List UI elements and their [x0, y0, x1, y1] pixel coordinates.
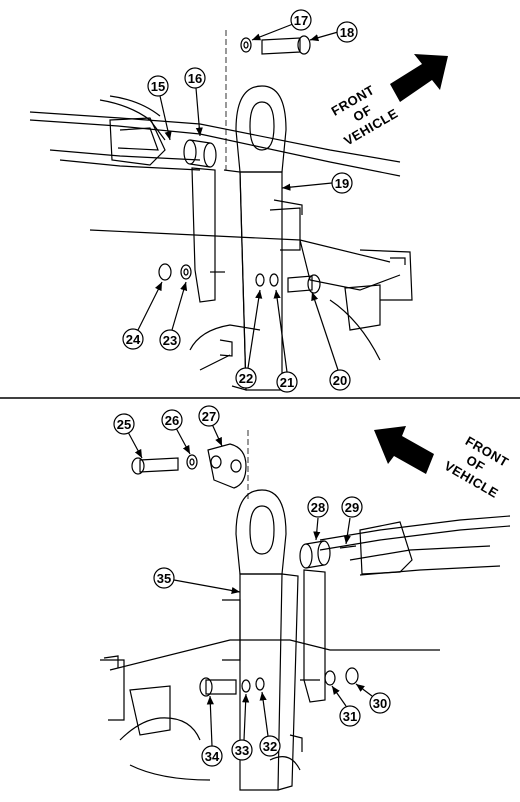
top-view [29, 30, 413, 391]
callout-label-15: 15 [151, 79, 165, 94]
callout-label-17: 17 [294, 13, 308, 28]
bottom-callouts: 25 26 27 28 29 30 31 [113, 405, 391, 767]
callout-label-22: 22 [239, 371, 253, 386]
callout-label-23: 23 [163, 333, 177, 348]
front-arrow-top [390, 54, 448, 102]
callout-label-33: 33 [235, 743, 249, 758]
callout-29: 29 [341, 496, 363, 545]
callout-label-32: 32 [263, 739, 277, 754]
callout-label-18: 18 [340, 25, 354, 40]
callout-24: 24 [122, 281, 163, 350]
callout-label-19: 19 [335, 176, 349, 191]
bolt-18 [240, 35, 311, 55]
callout-32: 32 [259, 691, 281, 757]
callout-label-21: 21 [280, 375, 294, 390]
callout-label-24: 24 [126, 332, 141, 347]
frame-rail-bottom [100, 515, 511, 781]
front-label-top: FRONT OF VEHICLE [329, 82, 401, 148]
callout-21: 21 [273, 289, 298, 393]
callout-33: 33 [231, 693, 253, 761]
callout-25: 25 [113, 413, 143, 459]
front-label-bottom: FRONT OF VEHICLE [442, 433, 512, 501]
nut-30 [300, 667, 359, 686]
callout-label-34: 34 [205, 749, 220, 764]
callout-34: 34 [201, 695, 223, 767]
callout-27: 27 [198, 405, 223, 447]
callout-18: 18 [309, 21, 358, 43]
callout-label-30: 30 [373, 696, 387, 711]
top-callouts: 17 18 15 16 19 20 21 [122, 9, 358, 393]
bottom-view [100, 430, 511, 791]
bolt-20 [255, 273, 321, 294]
callout-23: 23 [159, 281, 188, 351]
callout-label-35: 35 [157, 571, 171, 586]
callout-26: 26 [161, 409, 191, 455]
callout-19: 19 [281, 172, 353, 194]
callout-35: 35 [153, 567, 241, 595]
callout-17: 17 [251, 9, 312, 41]
callout-label-16: 16 [188, 71, 202, 86]
spacer-28 [299, 540, 357, 703]
callout-label-26: 26 [165, 413, 179, 428]
spacer-16 [183, 139, 217, 168]
left-brace [109, 117, 216, 303]
callout-22: 22 [235, 289, 263, 389]
callout-label-20: 20 [333, 373, 347, 388]
callout-label-31: 31 [343, 709, 357, 724]
tow-bracket-35 [222, 489, 299, 791]
callout-16: 16 [184, 67, 206, 137]
callout-28: 28 [307, 496, 329, 541]
bolt-34 [199, 677, 265, 697]
front-arrow-bottom [374, 426, 434, 474]
callout-31: 31 [331, 685, 361, 727]
bolt-25 [131, 443, 247, 489]
callout-label-25: 25 [117, 417, 131, 432]
callout-30: 30 [355, 683, 391, 714]
callout-label-27: 27 [202, 409, 216, 424]
callout-20: 20 [311, 291, 351, 391]
callout-label-29: 29 [345, 500, 359, 515]
nut-24 [158, 263, 225, 281]
frame-rail-top [29, 95, 413, 371]
callout-label-28: 28 [311, 500, 325, 515]
callout-15: 15 [147, 75, 172, 141]
